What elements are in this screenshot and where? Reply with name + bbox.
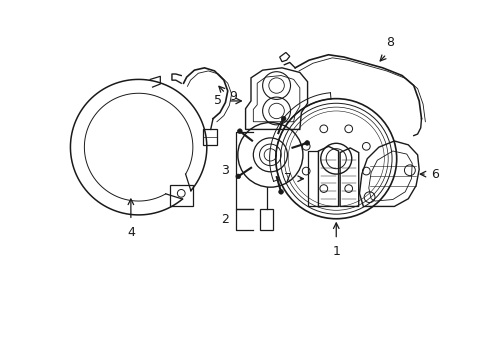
Text: 1: 1 [332, 245, 340, 258]
Text: 2: 2 [221, 213, 229, 226]
Text: 6: 6 [431, 168, 439, 181]
Text: 7: 7 [284, 172, 291, 185]
Text: 3: 3 [221, 164, 229, 177]
Circle shape [281, 116, 285, 121]
Bar [203, 130, 217, 145]
Bar [260, 209, 272, 230]
Text: 5: 5 [214, 94, 222, 107]
Text: 9: 9 [229, 90, 237, 103]
Text: 8: 8 [386, 36, 394, 49]
Text: 4: 4 [127, 226, 135, 239]
Bar [169, 185, 192, 206]
Circle shape [278, 190, 283, 194]
Circle shape [305, 141, 309, 145]
Circle shape [237, 129, 242, 134]
Circle shape [235, 174, 240, 179]
